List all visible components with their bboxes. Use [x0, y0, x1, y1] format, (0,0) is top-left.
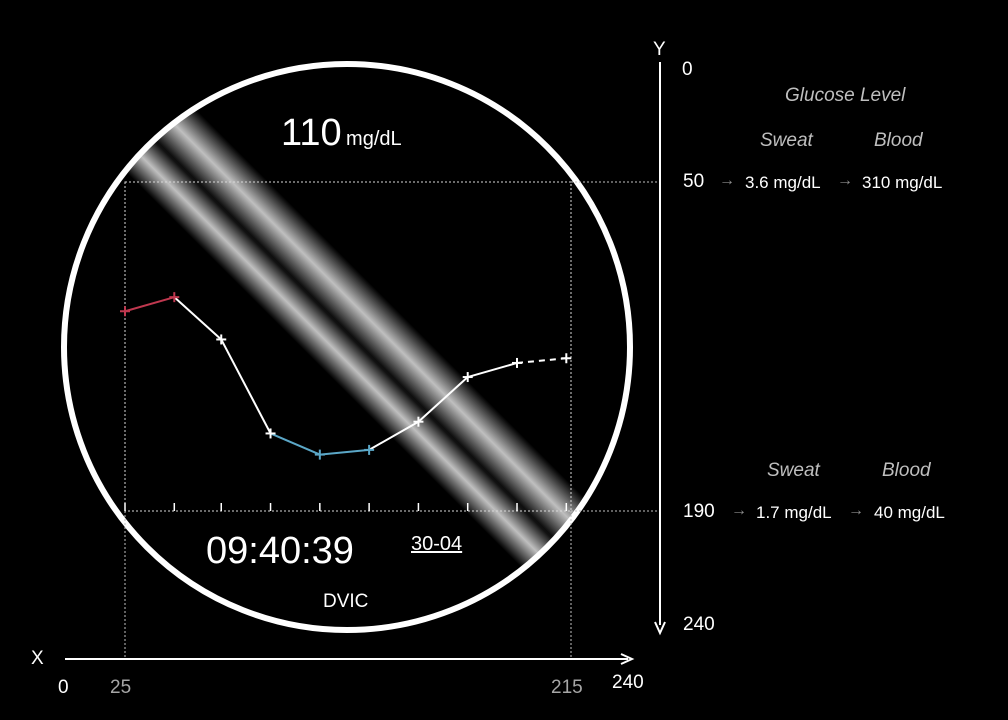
glucose-reading: 110 mg/dL [281, 112, 402, 155]
trend-segment [467, 361, 518, 379]
y-axis-name: Y [653, 39, 666, 60]
x-tick-end: 240 [612, 672, 644, 693]
trend-point [169, 292, 180, 303]
reading-value: 110 [281, 112, 342, 154]
lower-blood-value: 40 mg/dL [874, 503, 945, 522]
x-tick-origin: 0 [58, 677, 69, 698]
trend-segment [124, 296, 175, 313]
upper-arrow-2: → [837, 172, 853, 189]
trend-segment [319, 448, 370, 456]
upper-blood-header: Blood [874, 130, 923, 151]
x-tick-right: 215 [551, 677, 583, 698]
chart-bottom-ticks [124, 503, 568, 511]
lower-arrow-1: → [731, 502, 747, 519]
x-axis-arrowhead [620, 653, 635, 665]
trend-point [216, 334, 227, 345]
trend-segment [368, 420, 419, 451]
trend-segment [173, 296, 222, 341]
legend-title: Glucose Level [785, 85, 906, 106]
watch-bezel [61, 61, 633, 633]
clock-time: 09:40:39 [206, 530, 354, 572]
clock-date: 30-04 [411, 533, 463, 555]
upper-threshold-value: 50 [683, 171, 705, 192]
trend-markers [120, 292, 572, 460]
lower-sweat-value: 1.7 mg/dL [756, 503, 832, 522]
trend-point [462, 372, 473, 383]
lower-blood-header: Blood [882, 460, 931, 481]
reading-unit: mg/dL [346, 128, 402, 150]
trend-segment [270, 432, 321, 456]
y-tick-top: 0 [682, 59, 693, 80]
chart-frame [124, 181, 572, 512]
trend-point [413, 416, 424, 427]
y-axis-arrowhead [654, 621, 666, 636]
trend-point [561, 353, 572, 364]
trend-line [124, 296, 567, 456]
trend-segment [516, 357, 567, 364]
trend-segment [220, 338, 272, 434]
x-axis-name: X [31, 648, 44, 669]
device-label: DVIC [323, 591, 369, 612]
trend-point [364, 444, 375, 455]
upper-arrow-1: → [719, 172, 735, 189]
upper-blood-value: 310 mg/dL [862, 173, 943, 192]
lower-arrow-2: → [848, 502, 864, 519]
trend-point [512, 357, 523, 368]
lower-sweat-header: Sweat [767, 460, 820, 481]
upper-sweat-value: 3.6 mg/dL [745, 173, 821, 192]
trend-point [120, 306, 130, 317]
x-tick-left: 25 [110, 677, 132, 698]
trend-point [265, 428, 276, 439]
lower-threshold-value: 190 [683, 501, 715, 522]
upper-sweat-header: Sweat [760, 130, 813, 151]
trend-segment [417, 376, 469, 423]
y-tick-bottom: 240 [683, 614, 715, 635]
trend-point [314, 449, 325, 460]
